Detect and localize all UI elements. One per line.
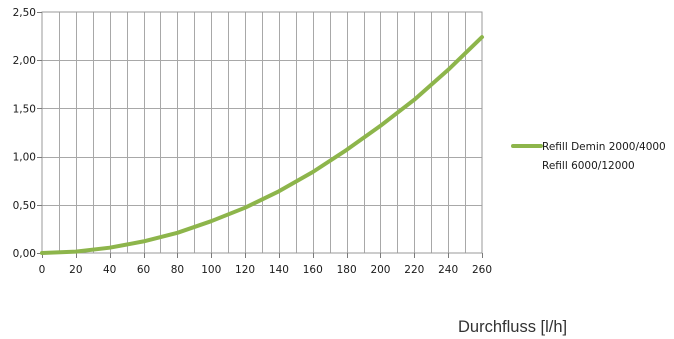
x-tick-label: 140 <box>269 264 289 276</box>
data-point <box>413 98 416 101</box>
x-tick-label: 100 <box>201 264 221 276</box>
x-tick-label: 40 <box>103 264 116 276</box>
grid <box>42 12 482 253</box>
data-point <box>108 246 111 249</box>
x-tick-label: 80 <box>171 264 184 276</box>
y-tick-label: 0,50 <box>13 200 36 212</box>
x-tick-label: 260 <box>472 264 492 276</box>
plot-frame <box>41 11 483 254</box>
x-tick-label: 120 <box>235 264 255 276</box>
x-tick-label: 200 <box>370 264 390 276</box>
data-point <box>312 171 314 173</box>
data-point <box>447 69 450 71</box>
x-tick-label: 220 <box>404 264 424 276</box>
x-tick-label: 60 <box>137 264 150 276</box>
data-point <box>481 36 483 38</box>
data-point <box>75 250 77 253</box>
y-tick-label: 1,50 <box>13 103 36 115</box>
data-point <box>210 220 212 222</box>
data-point <box>41 252 43 254</box>
x-tick-label: 240 <box>438 264 458 276</box>
y-tick-label: 0,00 <box>13 248 36 260</box>
y-tick-label: 2,00 <box>13 55 36 67</box>
data-point <box>142 240 145 243</box>
x-axis-label: Durchfluss [l/h] <box>458 318 567 336</box>
y-tick-label: 1,00 <box>13 152 36 164</box>
x-tick-labels: 0 20 40 60 80 100 120 140 160 180 200 220 240 260 <box>39 264 492 276</box>
data-point <box>244 206 246 209</box>
x-tick-label: 180 <box>337 264 357 276</box>
y-tick-labels: 0,00 0,50 1,00 1,50 2,00 2,50 <box>13 7 36 260</box>
x-tick-label: 0 <box>39 264 46 276</box>
x-tick-label: 160 <box>303 264 323 276</box>
data-point <box>176 232 179 234</box>
y-tick-label: 2,50 <box>13 7 36 19</box>
data-point <box>345 149 348 151</box>
legend: Refill Demin 2000/4000 Refill 6000/12000 <box>511 141 666 172</box>
data-point <box>379 125 382 127</box>
series-line-1 <box>40 35 484 255</box>
data-point <box>278 190 280 193</box>
legend-label-series-1: Refill Demin 2000/4000 <box>542 141 666 153</box>
axes <box>37 11 483 258</box>
legend-label-series-2: Refill 6000/12000 <box>542 160 635 172</box>
series-lines <box>40 35 484 255</box>
x-tick-label: 20 <box>69 264 82 276</box>
